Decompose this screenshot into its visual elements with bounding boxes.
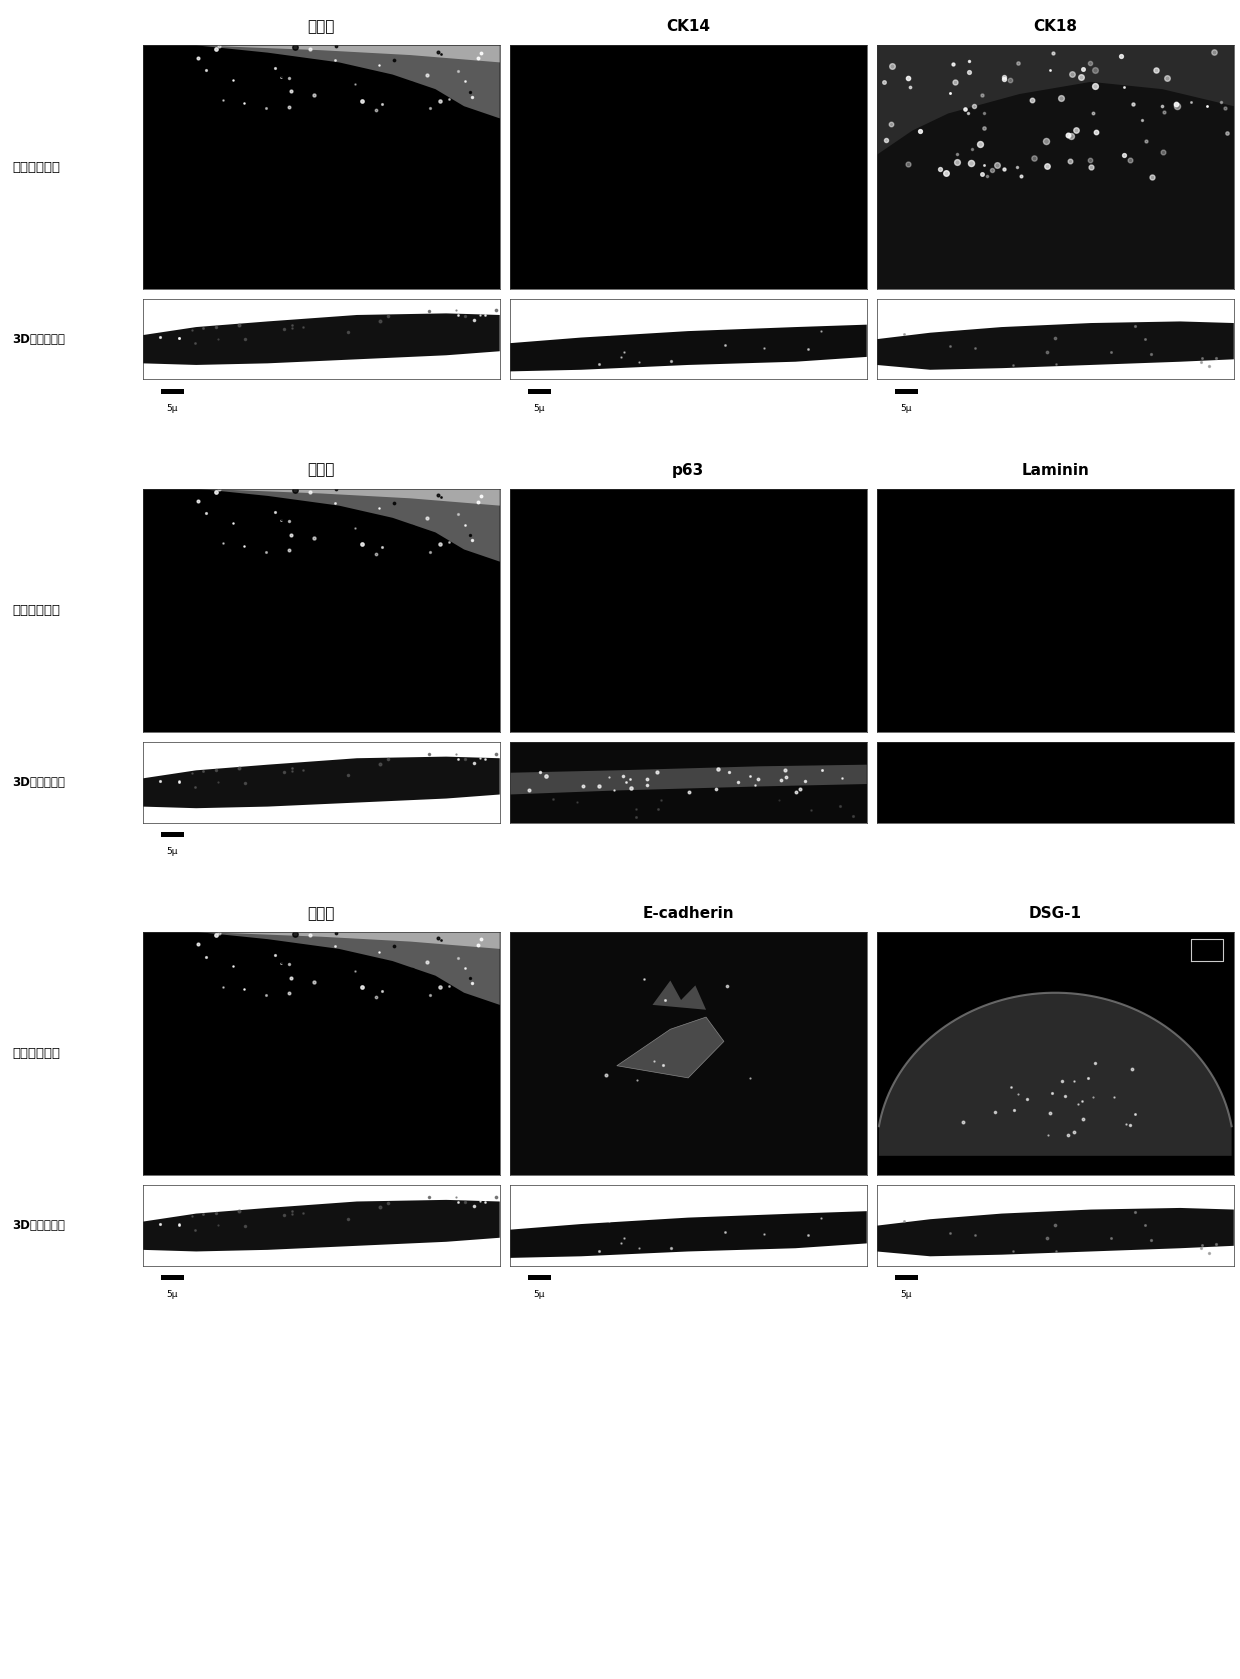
Text: DSG-1: DSG-1 [1029, 907, 1081, 920]
Text: 对照组: 对照组 [308, 20, 335, 34]
Polygon shape [196, 489, 500, 561]
Polygon shape [196, 45, 500, 118]
Text: 3D分化培养物: 3D分化培养物 [12, 776, 66, 789]
Text: 3D分化培养物: 3D分化培养物 [12, 1219, 66, 1232]
Text: 5μ: 5μ [533, 1289, 546, 1300]
Polygon shape [877, 1207, 1234, 1256]
Polygon shape [652, 981, 706, 1009]
Polygon shape [196, 932, 500, 1006]
Text: 对照组: 对照组 [308, 907, 335, 920]
Text: 正常阴道组织: 正常阴道组织 [12, 604, 61, 616]
Text: CK14: CK14 [666, 20, 711, 34]
Polygon shape [143, 757, 500, 808]
Text: E-cadherin: E-cadherin [642, 907, 734, 920]
Text: 正常阴道组织: 正常阴道组织 [12, 1048, 61, 1059]
Polygon shape [877, 45, 1234, 154]
Text: 5μ: 5μ [166, 846, 179, 856]
Text: 5μ: 5μ [166, 1289, 179, 1300]
Polygon shape [143, 314, 500, 364]
Text: Laminin: Laminin [1022, 463, 1089, 477]
Text: 对照组: 对照组 [308, 463, 335, 477]
Text: 3D分化培养物: 3D分化培养物 [12, 332, 66, 346]
Polygon shape [879, 992, 1231, 1155]
Polygon shape [510, 764, 867, 794]
Text: 5μ: 5μ [900, 1289, 913, 1300]
Text: CK18: CK18 [1033, 20, 1078, 34]
Polygon shape [196, 45, 500, 62]
Text: p63: p63 [672, 463, 704, 477]
Polygon shape [510, 324, 867, 371]
Polygon shape [877, 321, 1234, 369]
Text: 正常阴道组织: 正常阴道组织 [12, 161, 61, 173]
Polygon shape [616, 1017, 724, 1078]
Polygon shape [196, 932, 500, 949]
Polygon shape [196, 489, 500, 505]
Polygon shape [510, 1211, 867, 1258]
Text: 5μ: 5μ [166, 403, 179, 413]
Text: 5μ: 5μ [900, 403, 913, 413]
Text: 5μ: 5μ [533, 403, 546, 413]
Polygon shape [143, 1200, 500, 1251]
